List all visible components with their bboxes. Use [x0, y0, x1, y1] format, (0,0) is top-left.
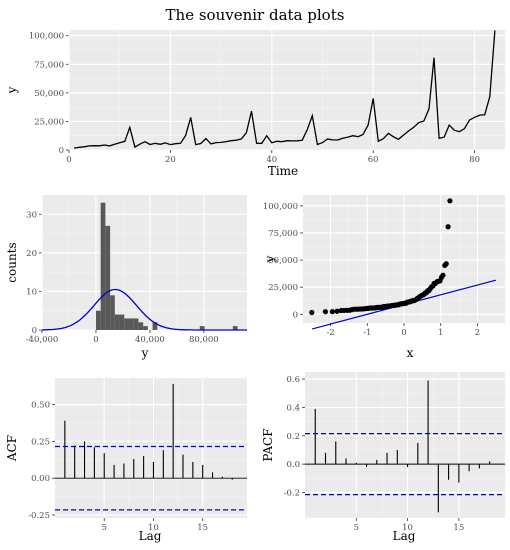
y-tick-label: 0.25 [31, 437, 50, 447]
histogram-bar [152, 322, 158, 330]
y-axis-label: y [5, 86, 19, 94]
y-tick-label: 0.00 [31, 474, 50, 484]
x-tick-label: -2 [326, 328, 334, 338]
y-tick-label: 10 [26, 287, 37, 297]
y-tick-label: 75,000 [268, 229, 298, 239]
histogram-bar [124, 318, 129, 330]
y-tick-label: 0 [59, 146, 64, 156]
pacf-panel: -0.2 0.0 0.2 0.4 0.6 5 10 15 Lag PACF [261, 372, 505, 543]
y-axis-label: ACF [5, 435, 19, 462]
x-tick-label: 2 [475, 328, 480, 338]
qq-point [443, 261, 449, 267]
figure-title: The souvenir data plots [166, 6, 345, 24]
x-tick-label: 5 [354, 523, 359, 533]
y-tick-label: -0.25 [28, 511, 50, 521]
x-axis-label: Lag [139, 529, 162, 543]
qq-point [334, 308, 340, 314]
x-tick-label: -1 [363, 328, 371, 338]
time-series-panel: 0 25,000 50,000 75,000 100,000 0 20 40 60 80 Time y [5, 30, 505, 178]
qq-point [447, 198, 453, 204]
y-axis-label: counts [5, 242, 19, 282]
plot-background [305, 372, 505, 518]
qq-point [440, 272, 446, 278]
series-line [73, 30, 496, 149]
y-tick-label: 0.0 [286, 460, 300, 470]
qq-point [445, 224, 451, 230]
x-tick-label: 15 [453, 523, 464, 533]
x-tick-label: 60 [368, 155, 379, 165]
y-tick-label: 75,000 [34, 60, 64, 70]
normal-density-curve [42, 288, 247, 331]
y-tick-label: 30 [26, 210, 37, 220]
qq-point [309, 309, 315, 316]
x-tick-label: 10 [402, 523, 413, 533]
y-tick-label: 0.6 [286, 375, 300, 385]
y-tick-label: 0.2 [286, 432, 300, 442]
histogram-bar [105, 225, 111, 330]
x-axis-label: Lag [393, 529, 416, 543]
histogram-bar [114, 314, 120, 330]
x-tick-label: 0 [66, 155, 71, 165]
histogram-bar [143, 326, 148, 330]
plot-background [42, 195, 247, 330]
y-tick-label: 0 [293, 310, 298, 320]
x-tick-label: 80,000 [189, 335, 219, 345]
histogram-bar [110, 295, 115, 330]
x-tick-label: 20 [165, 155, 176, 165]
x-tick-label: 0 [401, 328, 406, 338]
qq-point [329, 309, 335, 315]
x-tick-label: 5 [102, 523, 107, 533]
y-tick-label: 100,000 [263, 202, 298, 212]
x-tick-label: 0 [93, 335, 98, 345]
y-tick-label: -0.2 [284, 488, 300, 498]
x-tick-label: 10 [148, 523, 159, 533]
x-tick-label: 40 [266, 155, 277, 165]
y-axis-label: y [263, 255, 277, 263]
histogram-bar [128, 318, 134, 330]
qq-point [322, 309, 329, 315]
y-tick-label: 0.50 [31, 401, 50, 411]
acf-panel: -0.25 0.00 0.25 0.50 5 10 15 Lag ACF [5, 378, 247, 543]
histogram-bar [119, 314, 125, 330]
y-tick-label: 0.4 [286, 403, 300, 413]
plot-background [69, 30, 505, 150]
y-tick-label: 0 [32, 326, 37, 336]
histogram-bar [232, 326, 238, 330]
y-tick-label: 25,000 [34, 117, 64, 127]
x-axis-label: y [141, 346, 149, 360]
x-tick-label: 1 [438, 328, 443, 338]
histogram-bar [138, 322, 144, 330]
y-tick-label: 50,000 [268, 256, 298, 266]
y-tick-label: 50,000 [34, 89, 64, 99]
x-tick-label: 40,000 [135, 335, 165, 345]
y-tick-label: 100,000 [29, 32, 64, 42]
plot-background [55, 378, 247, 518]
histogram-bar [199, 326, 205, 330]
y-tick-label: 25,000 [268, 283, 298, 293]
qq-plot-panel: 0 25,000 50,000 75,000 100,000 -2 -1 0 1 2 x y [263, 195, 505, 360]
y-axis-label: PACF [261, 428, 275, 461]
y-tick-label: 20 [26, 249, 37, 259]
histogram-bar [100, 202, 106, 330]
histogram-bar [133, 318, 139, 330]
histogram-bar [95, 310, 101, 330]
x-tick-label: 80 [469, 155, 480, 165]
x-axis-label: x [407, 346, 414, 360]
x-tick-label: 15 [197, 523, 208, 533]
x-tick-label: -40,000 [26, 335, 59, 345]
x-axis-label: Time [268, 164, 298, 178]
